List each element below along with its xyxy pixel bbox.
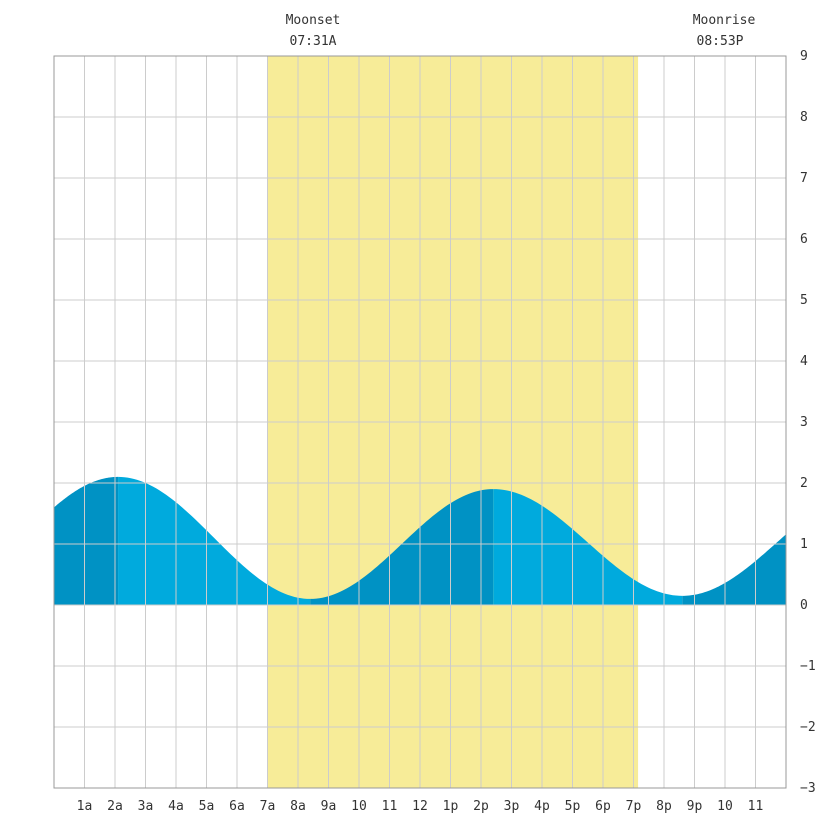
x-tick-label: 11 <box>382 799 398 814</box>
y-tick-label: 1 <box>800 537 808 552</box>
x-tick-label: 9a <box>321 799 337 814</box>
y-tick-label: −2 <box>800 720 816 735</box>
x-tick-label: 8p <box>656 799 672 814</box>
y-tick-labels: 9 8 7 6 5 4 3 2 1 0 −1 −2 −3 <box>800 49 816 796</box>
y-tick-label: 4 <box>800 354 808 369</box>
x-tick-label: 2p <box>473 799 489 814</box>
moonset-time: 07:31A <box>290 34 337 49</box>
tide-falling-area-3 <box>493 489 683 605</box>
x-tick-label: 12 <box>412 799 428 814</box>
x-tick-label: 3p <box>504 799 520 814</box>
y-tick-label: 2 <box>800 476 808 491</box>
x-tick-label: 7a <box>260 799 276 814</box>
x-tick-label: 10 <box>351 799 367 814</box>
grid-layer <box>54 56 786 788</box>
tide-rising-area-2 <box>310 489 494 605</box>
plot-frame <box>53 55 787 789</box>
x-tick-label: 1a <box>77 799 93 814</box>
x-tick-label: 5p <box>565 799 581 814</box>
x-tick-label: 7p <box>626 799 642 814</box>
y-tick-label: 7 <box>800 171 808 186</box>
x-tick-label: 8a <box>290 799 306 814</box>
tide-falling-area-1 <box>118 476 311 605</box>
x-tick-label: 9p <box>687 799 703 814</box>
moonrise-time: 08:53P <box>697 34 744 49</box>
y-tick-label: 5 <box>800 293 808 308</box>
x-tick-labels: 1a 2a 3a 4a 5a 6a 7a 8a 9a 10 11 12 1p 2p 3p 4p 5p 6p 7p 8p… <box>77 799 764 814</box>
x-tick-label: 1p <box>443 799 459 814</box>
x-tick-label: 4a <box>168 799 184 814</box>
y-tick-label: 3 <box>800 415 808 430</box>
y-tick-label: 8 <box>800 110 808 125</box>
x-tick-label: 5a <box>199 799 215 814</box>
x-tick-label: 11 <box>748 799 764 814</box>
moonrise-label: Moonrise <box>693 13 756 28</box>
y-tick-label: −3 <box>800 781 816 796</box>
x-tick-label: 6p <box>595 799 611 814</box>
tide-area-layer <box>54 476 786 605</box>
moonset-label: Moonset <box>286 13 341 28</box>
x-tick-label: 4p <box>534 799 550 814</box>
x-tick-label: 10 <box>717 799 733 814</box>
y-tick-label: −1 <box>800 659 816 674</box>
tide-rising-area-4 <box>682 534 786 605</box>
y-tick-label: 0 <box>800 598 808 613</box>
y-tick-label: 6 <box>800 232 808 247</box>
tide-rising-area-0 <box>54 476 119 605</box>
x-tick-label: 6a <box>229 799 245 814</box>
x-tick-label: 3a <box>138 799 154 814</box>
x-tick-label: 2a <box>107 799 123 814</box>
y-tick-label: 9 <box>800 49 808 64</box>
